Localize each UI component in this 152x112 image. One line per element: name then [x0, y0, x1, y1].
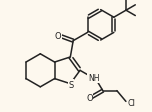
Text: NH: NH [88, 74, 100, 83]
Text: Cl: Cl [127, 98, 135, 107]
Text: O: O [86, 93, 93, 102]
Text: O: O [55, 31, 61, 40]
Text: S: S [68, 80, 73, 89]
